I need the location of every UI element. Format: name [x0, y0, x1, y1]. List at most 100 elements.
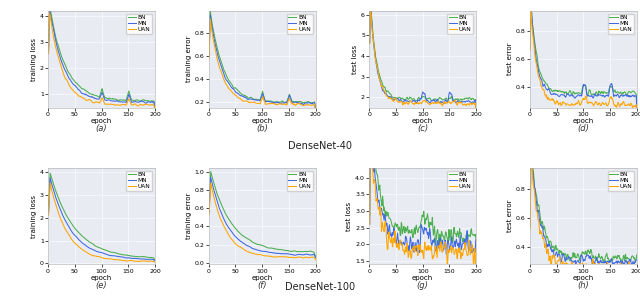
- UAN: [226, 88, 234, 91]
- UAN: [468, 102, 476, 105]
- Text: (a): (a): [96, 124, 108, 133]
- UAN: [373, 64, 381, 67]
- MN: [472, 112, 480, 116]
- UAN: [151, 109, 159, 113]
- BN: [74, 230, 81, 233]
- MN: [373, 64, 381, 68]
- MN: [234, 237, 242, 241]
- BN: [212, 42, 220, 45]
- MN: [366, 222, 374, 226]
- BN: [547, 240, 554, 244]
- Line: BN: BN: [209, 172, 316, 257]
- MN: [147, 257, 154, 261]
- MN: [628, 94, 636, 98]
- Legend: BN, MN, UAN: BN, MN, UAN: [447, 171, 474, 191]
- Line: MN: MN: [209, 15, 316, 112]
- Line: UAN: UAN: [370, 138, 476, 268]
- BN: [45, 48, 52, 52]
- UAN: [628, 266, 636, 270]
- BN: [210, 32, 218, 36]
- MN: [527, 44, 534, 47]
- UAN: [556, 258, 563, 262]
- BN: [628, 254, 636, 258]
- MN: [366, 0, 374, 1]
- MN: [52, 195, 60, 198]
- MN: [386, 95, 394, 98]
- UAN: [633, 115, 640, 118]
- MN: [527, 224, 534, 228]
- UAN: [206, 17, 214, 21]
- MN: [210, 36, 218, 40]
- BN: [625, 90, 632, 94]
- BN: [633, 253, 640, 257]
- Line: UAN: UAN: [49, 13, 155, 111]
- UAN: [464, 254, 472, 257]
- X-axis label: epoch: epoch: [573, 118, 594, 124]
- BN: [46, 171, 54, 175]
- Line: MN: MN: [209, 177, 316, 258]
- BN: [371, 163, 378, 167]
- BN: [45, 209, 52, 212]
- Line: UAN: UAN: [49, 183, 155, 262]
- BN: [468, 232, 476, 236]
- BN: [312, 109, 319, 113]
- MN: [312, 256, 319, 260]
- UAN: [234, 244, 242, 248]
- UAN: [371, 50, 378, 53]
- Legend: BN, MN, UAN: BN, MN, UAN: [447, 14, 474, 34]
- Y-axis label: test error: test error: [507, 200, 513, 232]
- UAN: [307, 256, 315, 259]
- BN: [371, 46, 378, 50]
- UAN: [366, 136, 374, 140]
- BN: [465, 235, 472, 238]
- BN: [46, 4, 54, 7]
- BN: [303, 250, 311, 254]
- Line: BN: BN: [531, 0, 637, 110]
- MN: [312, 110, 319, 113]
- MN: [366, 41, 374, 45]
- BN: [307, 101, 315, 104]
- BN: [226, 218, 234, 222]
- BN: [373, 60, 381, 64]
- Line: BN: BN: [209, 11, 316, 111]
- Line: UAN: UAN: [531, 153, 637, 275]
- Legend: BN, MN, UAN: BN, MN, UAN: [126, 171, 152, 191]
- BN: [533, 55, 541, 59]
- MN: [210, 188, 218, 192]
- UAN: [371, 178, 378, 181]
- MN: [371, 50, 378, 54]
- MN: [143, 257, 150, 261]
- Text: (g): (g): [417, 281, 429, 290]
- Text: (d): (d): [577, 124, 589, 133]
- BN: [151, 258, 159, 262]
- MN: [628, 261, 636, 265]
- UAN: [531, 55, 539, 59]
- UAN: [74, 93, 81, 97]
- UAN: [527, 227, 534, 230]
- BN: [468, 98, 476, 102]
- UAN: [303, 256, 311, 259]
- UAN: [472, 112, 480, 116]
- Line: MN: MN: [531, 150, 637, 266]
- MN: [307, 253, 315, 257]
- BN: [556, 251, 563, 255]
- BN: [205, 207, 213, 211]
- Line: UAN: UAN: [209, 19, 316, 112]
- BN: [143, 255, 150, 259]
- UAN: [386, 238, 394, 242]
- UAN: [74, 244, 81, 247]
- UAN: [147, 259, 154, 263]
- BN: [533, 200, 541, 203]
- BN: [303, 100, 311, 104]
- X-axis label: epoch: epoch: [412, 118, 433, 124]
- Line: BN: BN: [49, 5, 155, 109]
- UAN: [52, 45, 60, 49]
- BN: [49, 24, 57, 28]
- UAN: [212, 52, 220, 55]
- UAN: [468, 247, 476, 251]
- UAN: [547, 98, 554, 102]
- UAN: [52, 202, 60, 206]
- Text: (b): (b): [256, 124, 268, 133]
- BN: [234, 89, 242, 92]
- Text: (e): (e): [96, 281, 108, 290]
